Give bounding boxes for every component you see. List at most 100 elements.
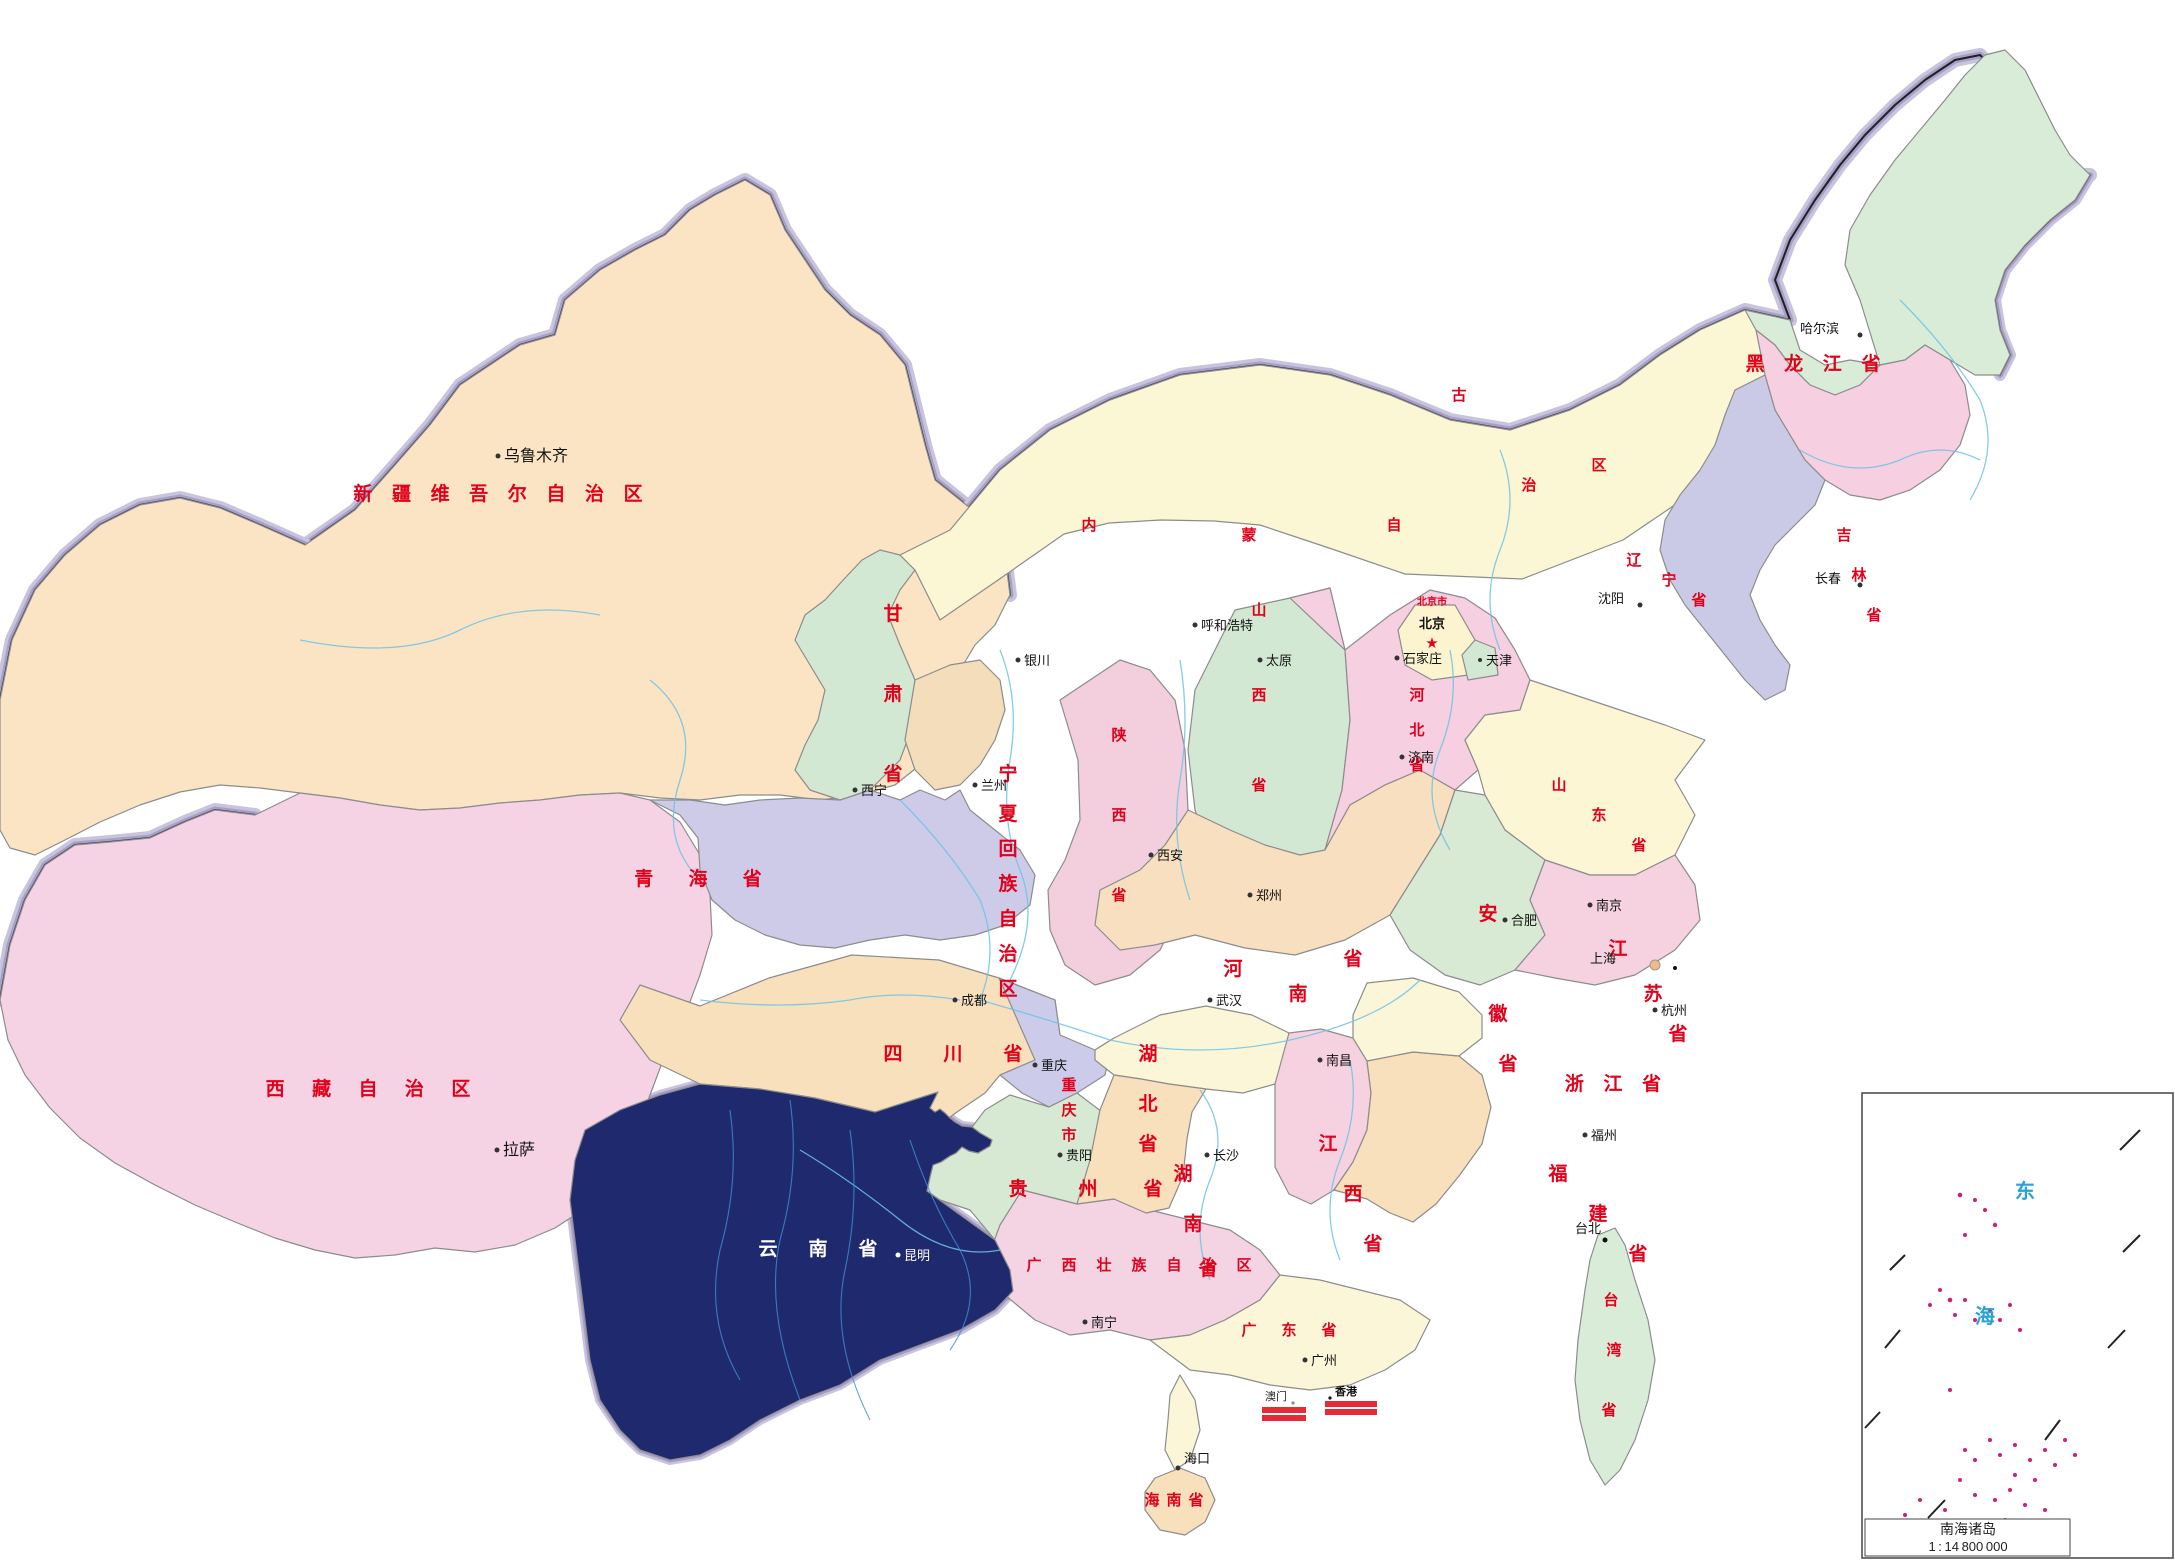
svg-text:甘: 甘: [883, 603, 906, 625]
svg-text:海 南 省: 海 南 省: [1144, 1491, 1205, 1509]
svg-text:西: 西: [1111, 807, 1128, 824]
svg-text:南: 南: [1288, 983, 1311, 1005]
svg-text:徽: 徽: [1487, 1002, 1511, 1025]
svg-text:南宁: 南宁: [1091, 1315, 1117, 1330]
svg-text:肃: 肃: [883, 682, 906, 705]
svg-text:东: 东: [1591, 806, 1608, 824]
svg-text:南京: 南京: [1596, 898, 1622, 913]
svg-text:自: 自: [1386, 516, 1403, 534]
svg-text:南昌: 南昌: [1326, 1053, 1352, 1068]
svg-text:省: 省: [1137, 1133, 1161, 1155]
svg-text:东: 东: [1281, 1321, 1298, 1339]
svg-text:省: 省: [1667, 1023, 1691, 1045]
svg-text:天津: 天津: [1486, 653, 1512, 668]
svg-text:广: 广: [1026, 1256, 1043, 1274]
svg-text:省: 省: [1497, 1053, 1521, 1075]
svg-text:北京市: 北京市: [1417, 595, 1447, 608]
svg-text:市: 市: [1061, 1126, 1078, 1144]
svg-text:呼和浩特: 呼和浩特: [1201, 618, 1253, 633]
svg-text:福: 福: [1547, 1162, 1571, 1185]
svg-text:昆明: 昆明: [904, 1248, 930, 1263]
svg-text:银川: 银川: [1024, 653, 1050, 668]
svg-text:广州: 广州: [1311, 1353, 1337, 1368]
svg-text:庆: 庆: [1061, 1101, 1078, 1119]
svg-text:省: 省: [1865, 606, 1883, 624]
svg-text:台北: 台北: [1575, 1221, 1601, 1236]
svg-text:云: 云: [758, 1239, 781, 1260]
svg-text:福州: 福州: [1591, 1128, 1617, 1143]
svg-text:贵: 贵: [1008, 1178, 1031, 1200]
svg-text:乌鲁木齐: 乌鲁木齐: [504, 447, 568, 465]
svg-text:省: 省: [1320, 1321, 1338, 1339]
svg-text:浙 江 省: 浙 江 省: [1565, 1072, 1665, 1095]
svg-text:省: 省: [1342, 948, 1366, 970]
svg-text:拉萨: 拉萨: [503, 1141, 535, 1159]
svg-text:西: 西: [1061, 1257, 1078, 1274]
svg-text:哈尔滨: 哈尔滨: [1800, 321, 1839, 336]
svg-text:广: 广: [1241, 1321, 1258, 1339]
svg-text:香港: 香港: [1334, 1384, 1358, 1398]
svg-text:治: 治: [998, 942, 1021, 965]
svg-text:族: 族: [998, 872, 1021, 895]
svg-text:长春: 长春: [1815, 571, 1841, 586]
svg-text:古: 古: [1451, 386, 1468, 404]
svg-text:省: 省: [1627, 1243, 1651, 1265]
svg-text:西宁: 西宁: [861, 783, 887, 798]
svg-text:东: 东: [2015, 1179, 2035, 1203]
svg-text:澳门: 澳门: [1265, 1389, 1287, 1403]
svg-text:省: 省: [1142, 1178, 1166, 1200]
svg-text:省: 省: [1250, 776, 1268, 794]
svg-text:成都: 成都: [961, 993, 987, 1008]
svg-text:北: 北: [1138, 1093, 1161, 1115]
svg-text:兰州: 兰州: [981, 778, 1007, 793]
svg-text:川: 川: [942, 1044, 966, 1065]
svg-text:族: 族: [1131, 1256, 1148, 1274]
svg-text:省: 省: [1110, 886, 1128, 904]
svg-text:自: 自: [1166, 1256, 1183, 1274]
svg-text:南: 南: [808, 1238, 831, 1260]
svg-text:郑州: 郑州: [1256, 888, 1282, 903]
svg-text:重庆: 重庆: [1041, 1058, 1067, 1073]
svg-text:北: 北: [1409, 722, 1426, 739]
svg-text:宁: 宁: [1661, 571, 1678, 589]
svg-text:西 藏 自 治 区: 西 藏 自 治 区: [266, 1077, 475, 1100]
svg-text:吉: 吉: [1836, 526, 1853, 544]
svg-text:西: 西: [1251, 687, 1268, 704]
svg-text:壮: 壮: [1096, 1256, 1113, 1274]
svg-text:林: 林: [1851, 566, 1868, 584]
svg-text:1 : 14 800 000: 1 : 14 800 000: [1928, 1539, 2007, 1554]
svg-text:黑 龙 江 省: 黑 龙 江 省: [1746, 352, 1885, 375]
svg-text:河: 河: [1223, 958, 1246, 980]
svg-text:海: 海: [1975, 1304, 1995, 1328]
svg-text:治: 治: [1521, 476, 1538, 494]
svg-text:上海: 上海: [1590, 951, 1616, 966]
svg-text:石家庄: 石家庄: [1403, 651, 1442, 666]
svg-text:贵阳: 贵阳: [1066, 1148, 1092, 1163]
svg-text:青 海 省: 青 海 省: [634, 867, 765, 890]
svg-text:内: 内: [1081, 516, 1098, 534]
svg-text:重: 重: [1061, 1076, 1078, 1094]
svg-text:区: 区: [1236, 1257, 1253, 1274]
svg-text:武汉: 武汉: [1216, 993, 1242, 1008]
svg-text:★: ★: [1425, 635, 1438, 652]
svg-text:四: 四: [883, 1044, 906, 1065]
svg-text:夏: 夏: [998, 803, 1021, 825]
svg-text:北京: 北京: [1419, 616, 1445, 631]
svg-text:海口: 海口: [1184, 1451, 1210, 1466]
svg-text:苏: 苏: [1643, 982, 1666, 1005]
svg-text:南: 南: [1183, 1213, 1206, 1235]
svg-text:湖: 湖: [1138, 1043, 1161, 1065]
svg-text:省: 省: [882, 763, 906, 785]
svg-text:辽: 辽: [1626, 552, 1643, 569]
svg-text:湾: 湾: [1606, 1341, 1623, 1359]
svg-text:西: 西: [1343, 1184, 1366, 1205]
svg-text:南海诸岛: 南海诸岛: [1940, 1521, 1996, 1537]
svg-text:长沙: 长沙: [1213, 1148, 1239, 1163]
svg-text:省: 省: [1600, 1401, 1618, 1419]
svg-text:自: 自: [998, 907, 1021, 930]
svg-text:新 疆 维 吾 尔 自 治 区: 新 疆 维 吾 尔 自 治 区: [353, 482, 646, 505]
svg-text:太原: 太原: [1266, 653, 1292, 668]
svg-text:台: 台: [1603, 1291, 1620, 1309]
svg-text:蒙: 蒙: [1241, 526, 1258, 544]
svg-text:省: 省: [1362, 1233, 1386, 1255]
